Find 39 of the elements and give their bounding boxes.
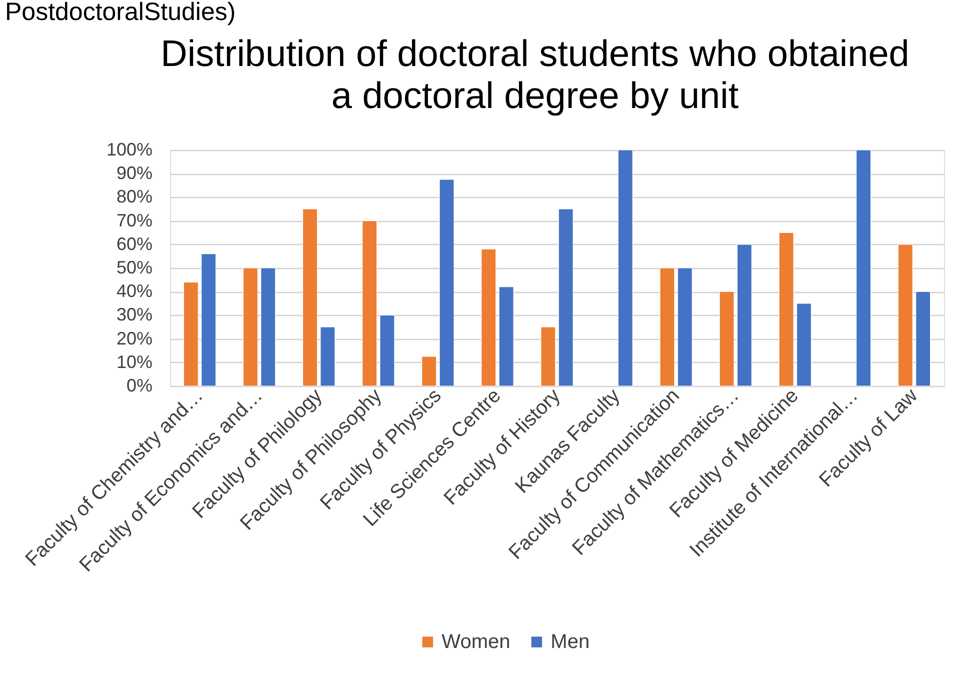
y-tick-label: 0% bbox=[126, 376, 152, 396]
bar bbox=[719, 291, 734, 386]
bar bbox=[362, 220, 378, 386]
bar bbox=[736, 244, 752, 386]
y-tick-label: 80% bbox=[116, 186, 152, 207]
bar bbox=[856, 150, 872, 386]
bar bbox=[320, 326, 336, 386]
bar bbox=[660, 268, 675, 386]
bar bbox=[498, 286, 514, 386]
y-tick-label: 90% bbox=[116, 163, 152, 184]
bar bbox=[481, 248, 496, 386]
bar bbox=[916, 291, 931, 386]
bar bbox=[540, 326, 556, 386]
y-tick-label: 70% bbox=[116, 210, 152, 230]
bar bbox=[796, 303, 812, 386]
y-tick-label: 40% bbox=[116, 281, 152, 302]
y-tick-label: 60% bbox=[116, 234, 152, 254]
legend-label: Men bbox=[550, 631, 590, 653]
bar bbox=[242, 268, 258, 386]
text: PostdoctoralStudies) bbox=[5, 0, 236, 26]
y-tick-label: 100% bbox=[106, 140, 152, 160]
bar bbox=[558, 208, 574, 386]
chart-title: Distribution of doctoral students who obtained a doctoral degree by unit bbox=[160, 33, 910, 116]
bar bbox=[260, 268, 276, 386]
legend-label: Women bbox=[442, 631, 510, 653]
y-tick-label: 20% bbox=[116, 328, 152, 348]
y-tick-label: 30% bbox=[116, 304, 152, 325]
bar bbox=[898, 244, 913, 386]
bar bbox=[380, 314, 395, 386]
bar bbox=[183, 282, 198, 386]
bar bbox=[618, 150, 633, 386]
bar bbox=[201, 254, 216, 386]
bar bbox=[778, 232, 794, 386]
bar bbox=[677, 268, 692, 386]
bar bbox=[422, 356, 437, 386]
y-tick-label: 10% bbox=[116, 352, 152, 372]
bar bbox=[302, 208, 318, 386]
y-tick-label: 50% bbox=[116, 258, 152, 278]
bar bbox=[439, 179, 454, 386]
